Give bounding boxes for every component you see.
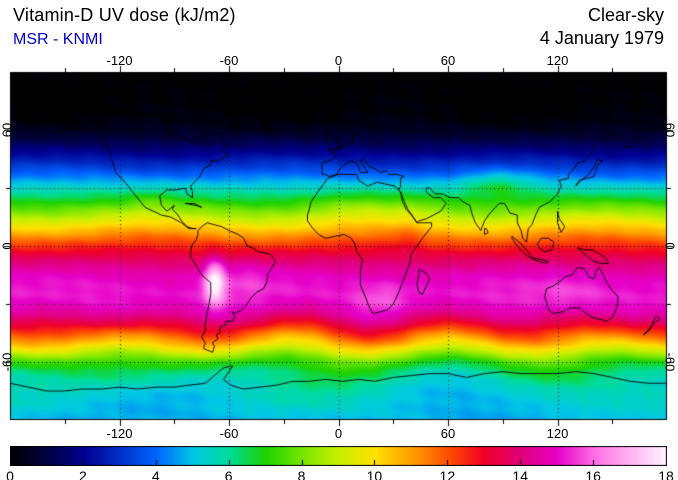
map-plot: -120 -60 0 60 120 -120 -60 0 60 120 60 0 -60 60 0 -6… xyxy=(0,50,678,442)
chart-title: Vitamin-D UV dose (kJ/m2) xyxy=(13,5,236,25)
colorbar: 0 2 4 6 8 10 12 14 16 18 xyxy=(0,442,678,480)
sky-condition-label: Clear-sky xyxy=(587,5,664,25)
map-heatmap-canvas xyxy=(0,50,678,442)
colorbar-tick-label: 10 xyxy=(366,468,383,480)
date-label: 4 January 1979 xyxy=(539,28,664,48)
colorbar-tick-label: 2 xyxy=(78,468,87,480)
colorbar-tick-label: 16 xyxy=(585,468,601,480)
data-source: MSR - KNMI xyxy=(13,31,103,48)
colorbar-tick-labels: 0 2 4 6 8 10 12 14 16 18 xyxy=(0,468,678,480)
colorbar-tick-label: 18 xyxy=(658,468,674,480)
colorbar-tick-label: 6 xyxy=(224,468,233,480)
colorbar-tick-label: 8 xyxy=(297,468,306,480)
colorbar-tick-label: 0 xyxy=(6,468,14,480)
colorbar-tick-label: 12 xyxy=(439,468,456,480)
colorbar-tick-label: 14 xyxy=(512,468,529,480)
header: Vitamin-D UV dose (kJ/m2) MSR - KNMI Cle… xyxy=(0,0,678,50)
colorbar-tick-label: 4 xyxy=(151,468,160,480)
colorbar-canvas xyxy=(10,446,667,466)
